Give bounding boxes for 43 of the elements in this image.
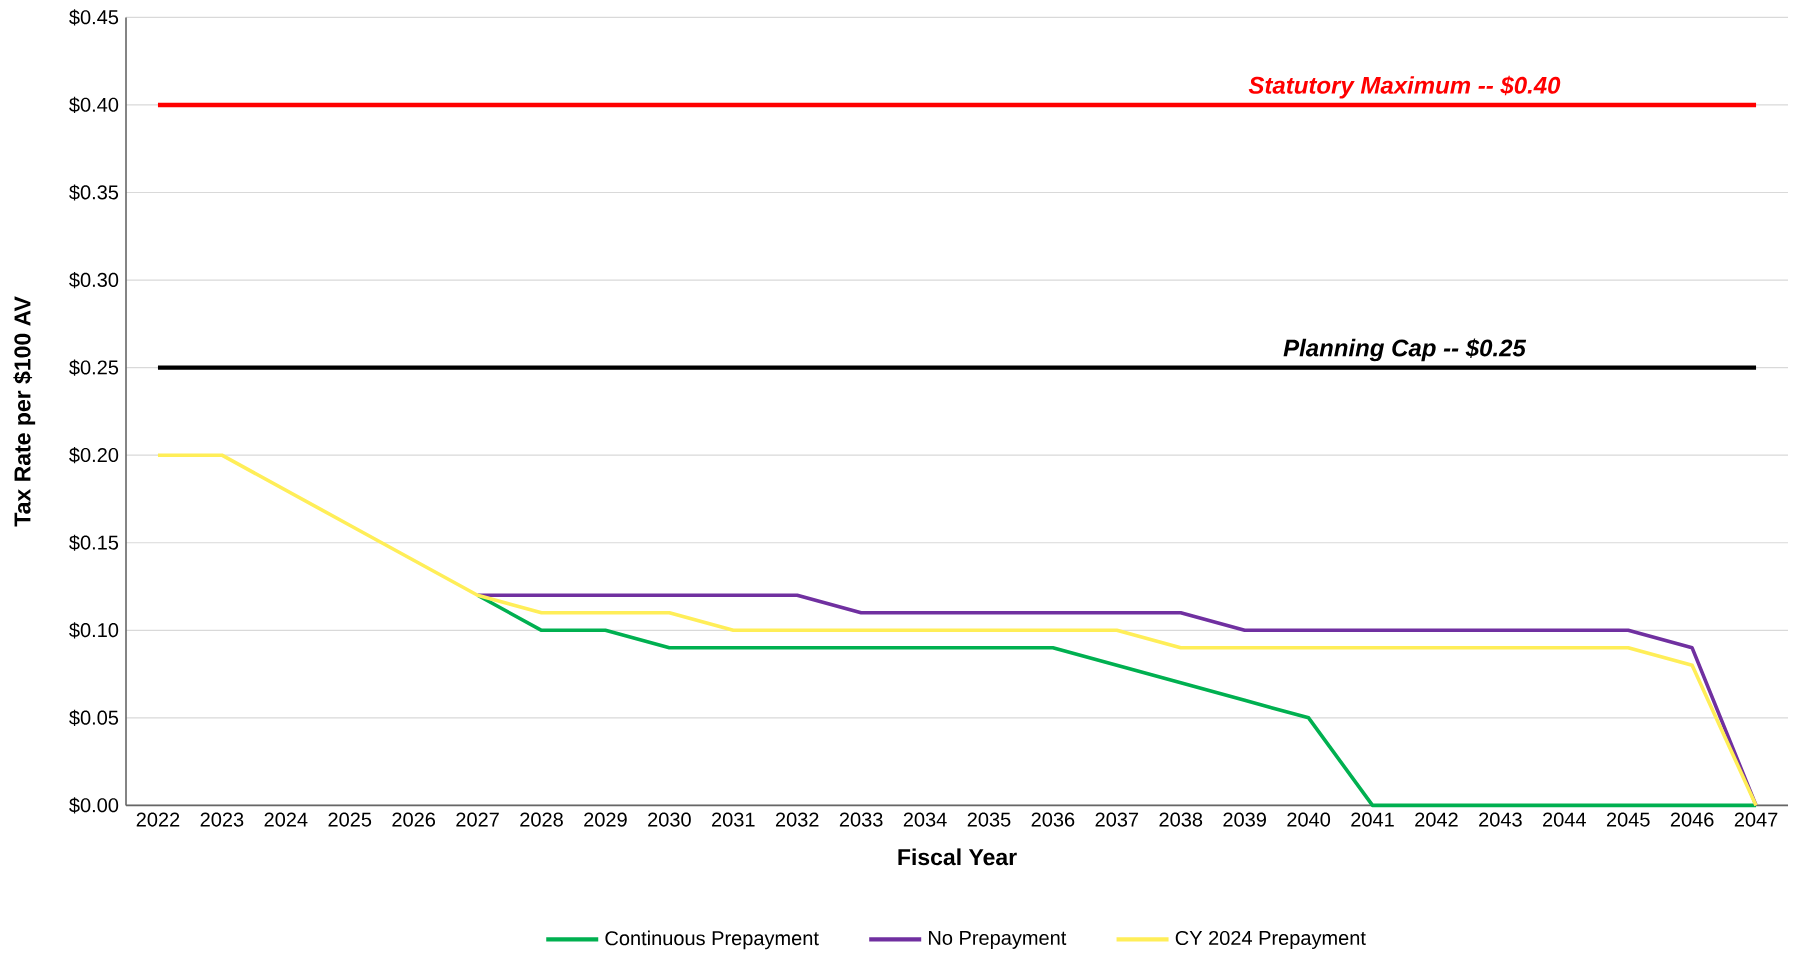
x-tick-label: 2037 <box>1095 812 1139 827</box>
x-tick-label: 2034 <box>903 812 947 827</box>
legend-label: Continuous Prepayment <box>605 930 819 950</box>
x-tick-label: 2038 <box>1159 812 1203 827</box>
x-tick-label: 2028 <box>520 812 563 827</box>
x-tick-label: 2041 <box>1351 812 1394 827</box>
ref-line-label: Statutory Maximum -- $0.40 <box>1248 75 1561 99</box>
x-tick-label: 2046 <box>1670 812 1714 827</box>
y-tick-label: $0.05 <box>69 709 119 726</box>
y-tick-label: $0.10 <box>69 622 119 639</box>
legend-label: No Prepayment <box>929 930 1067 949</box>
x-tick-label: 2030 <box>648 812 691 827</box>
x-tick-label: 2023 <box>200 812 244 827</box>
x-tick-label: 2039 <box>1223 812 1266 827</box>
y-tick-label: $0.20 <box>69 447 119 464</box>
x-tick-label: 2022 <box>136 812 180 827</box>
y-tick-label: $0.15 <box>69 534 119 551</box>
y-tick-label: $0.40 <box>69 96 119 113</box>
x-tick-label: 2043 <box>1479 812 1522 827</box>
y-tick-label: $0.35 <box>69 184 119 201</box>
x-tick-label: 2026 <box>392 812 436 827</box>
x-tick-label: 2025 <box>328 812 372 827</box>
x-tick-label: 2040 <box>1287 812 1331 827</box>
x-tick-label: 2027 <box>456 812 499 827</box>
x-tick-label: 2047 <box>1734 812 1778 827</box>
x-tick-label: 2024 <box>264 812 308 827</box>
y-tick-label: $0.25 <box>69 359 119 376</box>
x-tick-label: 2045 <box>1606 812 1650 827</box>
y-tick-label: $0.45 <box>69 9 119 26</box>
x-tick-label: 2035 <box>967 812 1011 827</box>
x-tick-label: 2044 <box>1543 812 1586 827</box>
x-axis-title: Fiscal Year <box>898 848 1017 866</box>
ref-line-label: Planning Cap -- $0.25 <box>1283 338 1527 362</box>
y-tick-label: $0.30 <box>69 271 119 289</box>
y-tick-label: $0.00 <box>69 797 119 814</box>
x-tick-label: 2032 <box>775 812 819 827</box>
x-tick-label: 2029 <box>584 812 627 827</box>
x-tick-label: 2036 <box>1031 812 1075 827</box>
legend-label: CY 2024 Prepayment <box>1175 930 1366 949</box>
x-tick-label: 2033 <box>839 812 883 827</box>
x-tick-label: 2042 <box>1415 812 1458 827</box>
x-tick-label: 2031 <box>712 812 755 827</box>
y-axis-title: Tax Rate per $100 AV <box>13 296 36 527</box>
